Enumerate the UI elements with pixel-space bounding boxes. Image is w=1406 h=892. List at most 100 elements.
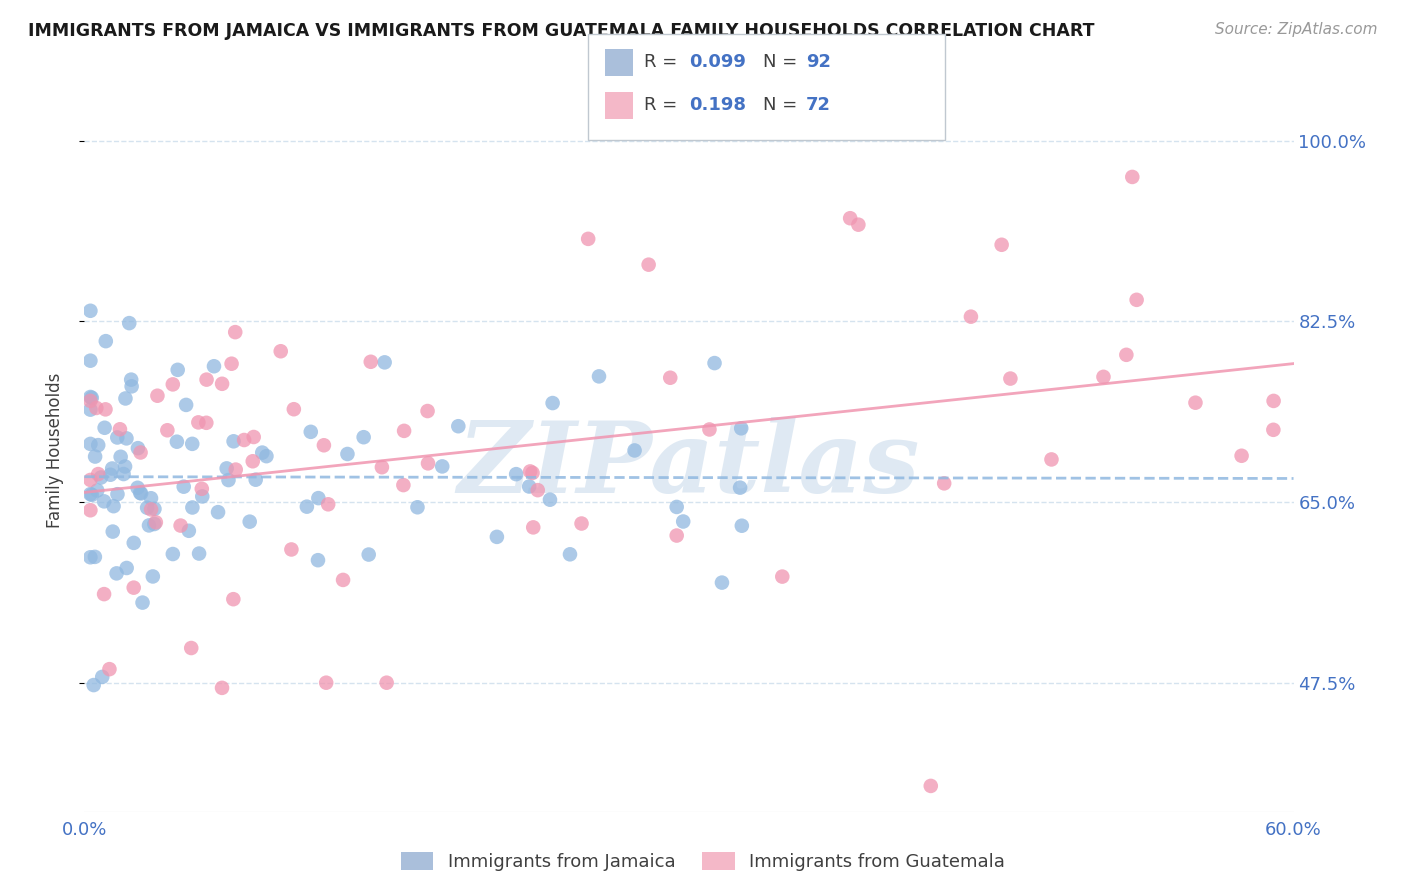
Point	[637, 258, 659, 272]
Point	[129, 486, 152, 500]
Point	[371, 460, 394, 475]
Point	[222, 592, 245, 607]
Text: 92: 92	[806, 54, 831, 71]
Point	[522, 466, 544, 480]
Point	[129, 485, 152, 500]
Point	[110, 450, 132, 464]
Point	[522, 520, 544, 534]
Point	[392, 424, 415, 438]
Point	[211, 681, 233, 695]
Point	[80, 488, 103, 502]
Point	[307, 491, 329, 505]
Point	[1263, 423, 1285, 437]
Text: ZIPatlas: ZIPatlas	[458, 417, 920, 513]
Text: R =: R =	[644, 54, 683, 71]
Point	[136, 500, 159, 515]
Point	[143, 501, 166, 516]
Text: R =: R =	[644, 96, 689, 114]
Point	[122, 581, 145, 595]
Point	[138, 518, 160, 533]
Point	[98, 662, 121, 676]
Point	[79, 487, 101, 501]
Point	[162, 547, 184, 561]
Text: Source: ZipAtlas.com: Source: ZipAtlas.com	[1215, 22, 1378, 37]
Point	[114, 459, 136, 474]
Point	[188, 547, 211, 561]
Text: N =: N =	[763, 96, 803, 114]
Point	[731, 518, 754, 533]
Point	[79, 550, 101, 565]
Point	[80, 391, 103, 405]
Point	[173, 480, 195, 494]
Point	[143, 516, 166, 531]
Point	[280, 542, 302, 557]
Point	[728, 481, 751, 495]
Point	[315, 675, 337, 690]
Point	[283, 402, 305, 417]
Point	[131, 596, 153, 610]
Point	[934, 476, 956, 491]
Point	[990, 237, 1012, 252]
Point	[416, 456, 439, 470]
Point	[224, 325, 246, 339]
Point	[129, 445, 152, 459]
Point	[307, 553, 329, 567]
Point	[1125, 293, 1147, 307]
Point	[353, 430, 375, 444]
Point	[576, 232, 599, 246]
Point	[121, 379, 143, 393]
Point	[406, 500, 429, 515]
Point	[517, 479, 540, 493]
Point	[218, 473, 240, 487]
Text: 72: 72	[806, 96, 831, 114]
Point	[93, 587, 115, 601]
Point	[316, 497, 339, 511]
Point	[127, 481, 149, 495]
Point	[105, 430, 128, 444]
Point	[211, 376, 233, 391]
Point	[187, 416, 209, 430]
Point	[1092, 369, 1115, 384]
Point	[588, 369, 610, 384]
Point	[710, 575, 733, 590]
Point	[86, 483, 108, 498]
Point	[93, 494, 115, 508]
Point	[181, 500, 204, 515]
Point	[101, 461, 124, 475]
Point	[166, 363, 188, 377]
Point	[108, 422, 131, 436]
Point	[83, 549, 105, 564]
Text: 0.099: 0.099	[689, 54, 745, 71]
Point	[169, 518, 191, 533]
Point	[312, 438, 335, 452]
Point	[139, 502, 162, 516]
Point	[665, 528, 688, 542]
Point	[665, 500, 688, 514]
Point	[112, 467, 135, 481]
Point	[485, 530, 508, 544]
Text: IMMIGRANTS FROM JAMAICA VS IMMIGRANTS FROM GUATEMALA FAMILY HOUSEHOLDS CORRELATI: IMMIGRANTS FROM JAMAICA VS IMMIGRANTS FR…	[28, 22, 1095, 40]
Point	[142, 569, 165, 583]
Point	[242, 454, 264, 468]
Point	[103, 499, 125, 513]
Point	[357, 548, 380, 562]
Point	[195, 373, 218, 387]
Point	[336, 447, 359, 461]
Point	[1263, 393, 1285, 408]
Point	[571, 516, 593, 531]
Point	[120, 373, 142, 387]
Point	[145, 516, 167, 530]
Point	[177, 524, 200, 538]
Point	[416, 404, 439, 418]
Point	[94, 334, 117, 348]
Point	[1184, 395, 1206, 409]
Point	[127, 441, 149, 455]
Point	[221, 357, 243, 371]
Point	[115, 561, 138, 575]
Point	[93, 421, 115, 435]
Point	[960, 310, 983, 324]
Point	[839, 211, 862, 226]
Text: 0.198: 0.198	[689, 96, 747, 114]
Point	[1121, 169, 1143, 184]
Point	[447, 419, 470, 434]
